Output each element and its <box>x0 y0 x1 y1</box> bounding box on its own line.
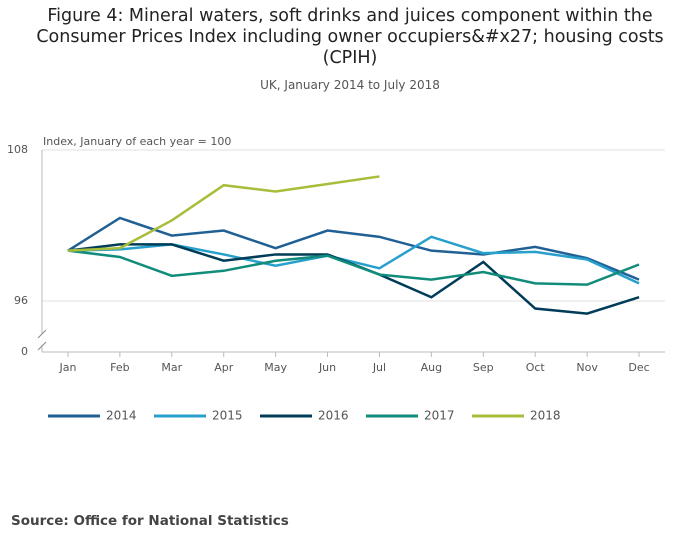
chart: Index, January of each year = 100 0 96 108… <box>7 135 665 423</box>
x-tick-label: Jun <box>318 361 336 374</box>
data-line <box>67 249 640 286</box>
legend-label: 2015 <box>212 409 243 423</box>
legend-label: 2014 <box>106 409 137 423</box>
x-tick-label: Sep <box>473 361 494 374</box>
x-tick-label: Jan <box>58 361 76 374</box>
y-axis-label: Index, January of each year = 100 <box>43 135 231 148</box>
y-tick-label: 0 <box>21 345 28 358</box>
legend-label: 2017 <box>424 409 455 423</box>
source: Source: Office for National Statistics <box>11 513 289 529</box>
legend-label: 2016 <box>318 409 349 423</box>
x-tick-label: Apr <box>214 361 234 374</box>
y-tick-label: 96 <box>14 294 28 307</box>
data-line <box>67 175 380 252</box>
x-tick-label: Aug <box>421 361 442 374</box>
x-tick-label: Dec <box>628 361 649 374</box>
axis-break <box>37 329 47 339</box>
x-tick-label: Mar <box>161 361 182 374</box>
axis-break <box>37 341 47 351</box>
x-tick-label: Nov <box>576 361 598 374</box>
x-tick-label: Feb <box>110 361 129 374</box>
chart-subtitle: UK, January 2014 to July 2018 <box>260 78 440 92</box>
legend-label: 2018 <box>530 409 561 423</box>
x-tick-label: Oct <box>526 361 546 374</box>
chart-title: Figure 4: Mineral waters, soft drinks an… <box>36 6 664 68</box>
x-tick-label: May <box>264 361 287 374</box>
y-tick-label: 108 <box>7 143 28 156</box>
x-tick-label: Jul <box>372 361 386 374</box>
data-line <box>67 216 640 281</box>
